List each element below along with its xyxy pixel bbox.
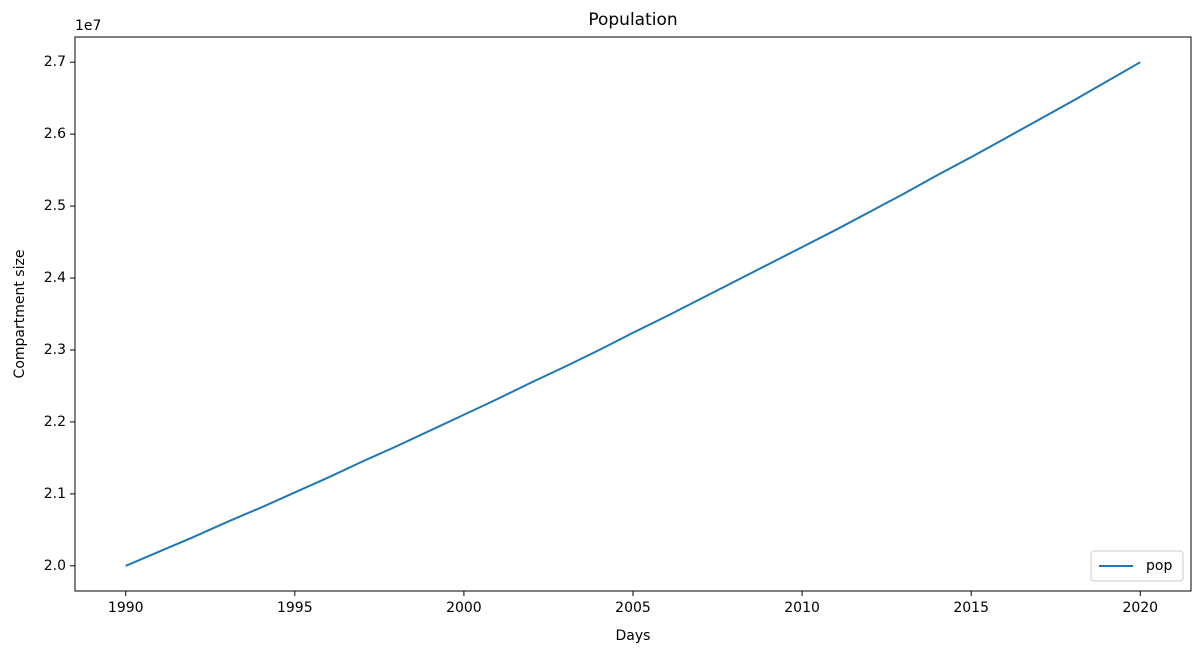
- legend-label: pop: [1146, 558, 1172, 574]
- y-axis-label: Compartment size: [12, 250, 28, 379]
- x-tick-label: 2010: [784, 600, 820, 616]
- plot-frame: [74, 36, 1192, 592]
- y-tick-label: 2.4: [44, 270, 66, 286]
- x-tick-label: 1995: [277, 600, 313, 616]
- x-tick-label: 2020: [1122, 600, 1158, 616]
- x-tick-label: 1990: [108, 600, 144, 616]
- y-tick-label: 2.6: [44, 126, 66, 142]
- x-axis-label: Days: [616, 628, 651, 644]
- y-tick-label: 2.0: [44, 558, 66, 574]
- data-line: [125, 61, 1141, 567]
- x-tick-label: 2015: [953, 600, 989, 616]
- y-tick-label: 2.2: [44, 414, 66, 430]
- x-tick-label: 2005: [615, 600, 651, 616]
- y-tick-label: 2.5: [44, 198, 66, 214]
- x-tick-label: 2000: [446, 600, 482, 616]
- y-tick-label: 2.7: [44, 54, 66, 70]
- y-tick-label: 2.3: [44, 342, 66, 358]
- y-offset-text: 1e7: [75, 18, 101, 34]
- y-tick-label: 2.1: [44, 486, 66, 502]
- chart-title: Population: [588, 10, 677, 30]
- legend-box: [1090, 550, 1184, 582]
